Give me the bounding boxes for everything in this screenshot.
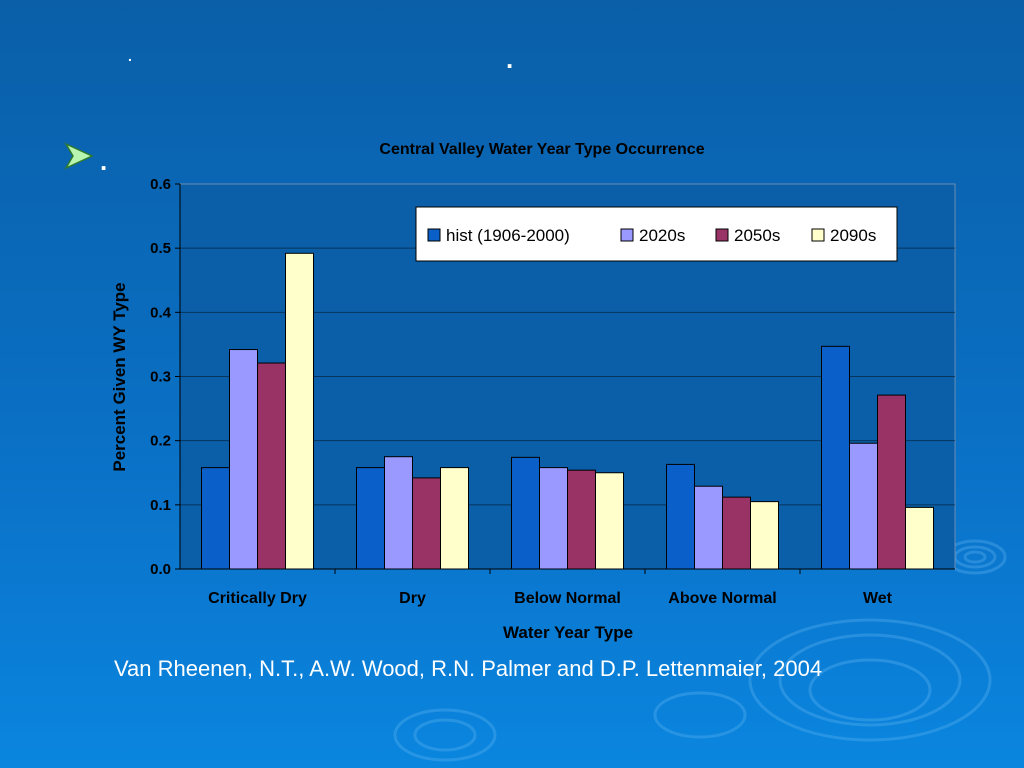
bar (750, 501, 779, 570)
y-tick-label: 0.6 (150, 176, 171, 193)
citation-text: Van Rheenen, N.T., A.W. Wood, R.N. Palme… (114, 656, 823, 681)
legend-swatch (811, 228, 825, 242)
bar (849, 442, 878, 570)
bar (595, 472, 624, 570)
bar (257, 362, 286, 570)
legend-swatch (620, 228, 634, 242)
bar (511, 456, 540, 570)
y-tick-label: 0.0 (150, 561, 171, 578)
x-tick-label: Above Normal (668, 590, 776, 607)
x-tick-label: Dry (399, 590, 426, 607)
title-mark-left: . (128, 48, 132, 64)
bar (201, 467, 230, 570)
bar (412, 477, 441, 570)
x-tick-label: Wet (863, 590, 893, 607)
bar-chart: Central Valley Water Year Type Occurrenc… (110, 141, 956, 642)
legend-label: 2090s (830, 226, 876, 245)
bar (285, 252, 314, 570)
bar (877, 394, 906, 570)
legend-label: hist (1906-2000) (446, 226, 570, 245)
y-tick-label: 0.4 (150, 304, 172, 321)
arrow-bullet-icon (64, 142, 94, 170)
x-axis-label: Water Year Type (503, 623, 633, 642)
x-tick-label: Below Normal (514, 590, 621, 607)
bar (694, 485, 723, 570)
legend-label: 2020s (639, 226, 685, 245)
legend: hist (1906-2000) 2020s 2050s 2090s (415, 206, 898, 262)
bar (666, 463, 695, 570)
y-tick-label: 0.5 (150, 240, 171, 257)
bar (821, 345, 850, 570)
bar (722, 496, 751, 570)
y-tick-label: 0.3 (150, 369, 171, 386)
bar (356, 467, 385, 570)
chart-title: Central Valley Water Year Type Occurrenc… (379, 141, 704, 158)
bar (229, 349, 258, 570)
bar (440, 467, 469, 570)
legend-swatch (715, 228, 729, 242)
legend-swatch (427, 228, 441, 242)
y-tick-label: 0.1 (150, 497, 171, 514)
y-axis-label: Percent Given WY Type (110, 282, 129, 471)
bar (905, 506, 934, 570)
bar (384, 456, 413, 570)
bar (567, 469, 596, 570)
title-mark-center: . (506, 44, 514, 74)
y-tick-label: 0.2 (150, 433, 171, 450)
bullet-text: . (100, 146, 108, 176)
bar (539, 467, 568, 570)
x-tick-label: Critically Dry (208, 590, 307, 607)
legend-label: 2050s (734, 226, 780, 245)
